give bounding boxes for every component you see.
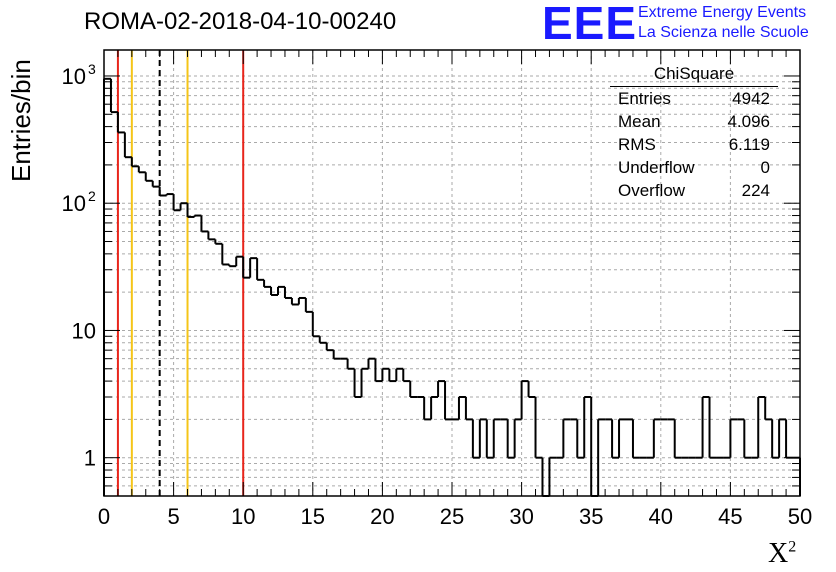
eee-logo: EEE: [542, 0, 638, 49]
x-tick-label: 25: [440, 504, 464, 529]
stats-label: Mean: [618, 112, 661, 131]
stats-row: Underflow 0: [610, 156, 778, 179]
x-axis-label: X2: [768, 538, 797, 569]
logo-line-2: La Scienza nelle Scuole: [638, 24, 809, 41]
stats-label: RMS: [618, 135, 656, 154]
stats-value: 6.119: [728, 135, 770, 154]
stats-row: Entries 4942: [610, 87, 778, 110]
y-tick-label: 1: [84, 446, 96, 471]
stats-row: Mean 4.096: [610, 110, 778, 133]
stats-value: 4942: [732, 89, 770, 108]
y-tick-label-exponent: 3: [88, 61, 96, 77]
stats-value: 224: [741, 181, 770, 200]
x-tick-label: 20: [370, 504, 394, 529]
y-tick-label: 10: [62, 64, 86, 89]
x-tick-label: 45: [718, 504, 742, 529]
x-tick-label: 10: [231, 504, 255, 529]
x-tick-label: 35: [579, 504, 603, 529]
chart-title: ROMA-02-2018-04-10-00240: [84, 8, 397, 35]
stats-box: ChiSquare Entries 4942 Mean 4.096 RMS 6.119 Un…: [610, 64, 778, 202]
x-tick-label: 15: [301, 504, 325, 529]
y-tick-label: 10: [72, 318, 96, 343]
stats-label: Overflow: [618, 181, 686, 200]
stats-value: 0: [760, 158, 770, 177]
logo-line-1: Extreme Energy Events: [638, 4, 807, 21]
x-tick-label: 5: [167, 504, 179, 529]
stats-title: ChiSquare: [610, 64, 778, 87]
stats-row: RMS 6.119: [610, 133, 778, 156]
stats-label: Underflow: [618, 158, 695, 177]
stats-row: Overflow 224: [610, 179, 778, 202]
y-tick-label: 10: [62, 191, 86, 216]
x-tick-label: 0: [98, 504, 110, 529]
stats-label: Entries: [618, 89, 671, 108]
y-tick-label-exponent: 2: [88, 188, 96, 204]
stats-value: 4.096: [727, 112, 770, 131]
x-tick-label: 30: [509, 504, 533, 529]
x-tick-label: 50: [788, 504, 812, 529]
x-tick-label: 40: [649, 504, 673, 529]
